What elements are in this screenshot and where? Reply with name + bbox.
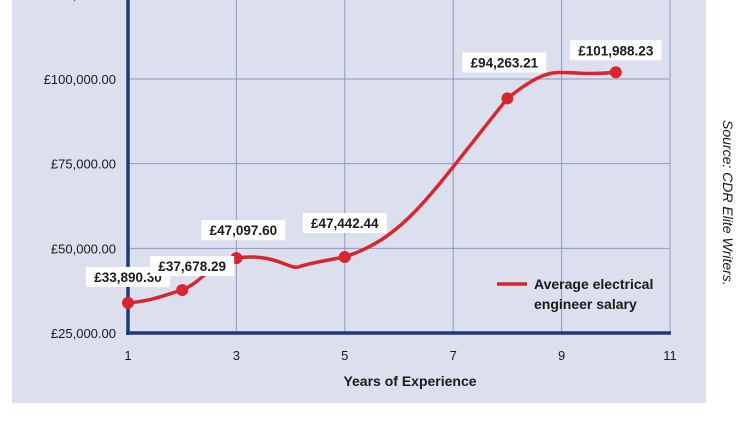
- y-tick-label: £50,000.00: [51, 241, 116, 256]
- data-point-marker: [501, 92, 514, 105]
- x-tick-label: 7: [450, 348, 457, 363]
- data-label: £47,442.44: [302, 212, 387, 233]
- data-label-text: £94,263.21: [471, 55, 539, 70]
- data-point-marker: [609, 66, 622, 79]
- data-point-marker: [176, 284, 189, 297]
- gridlines: [128, 0, 671, 333]
- data-label: £47,097.60: [201, 220, 286, 241]
- data-label-box: [462, 52, 547, 73]
- data-label-text: £33,890.30: [94, 270, 162, 285]
- source-note: Source: CDR Elite Writers.: [720, 120, 736, 286]
- legend: Average electrical engineer salary: [497, 276, 653, 312]
- x-tick-label: 11: [663, 348, 677, 363]
- y-tick-label: £25,000.00: [51, 326, 116, 341]
- salary-series-line: [126, 70, 618, 305]
- data-label: £33,890.30: [86, 266, 170, 287]
- x-tick-label: 9: [558, 348, 565, 363]
- x-tick-label: 3: [233, 348, 240, 363]
- data-label-box: [150, 256, 235, 277]
- legend-label-line-2: engineer salary: [534, 296, 637, 312]
- data-label-text: £47,097.60: [210, 223, 278, 238]
- x-axis-title: Years of Experience: [343, 373, 476, 389]
- data-point-marker: [122, 296, 134, 309]
- data-label-text: £37,678.29: [158, 259, 226, 274]
- y-tick-label: £100,000.00: [44, 72, 116, 87]
- y-tick-label: £75,000.00: [51, 157, 116, 172]
- data-label-box: [86, 266, 170, 287]
- data-label: £101,988.23: [570, 40, 662, 61]
- x-tick-label: 1: [124, 348, 131, 363]
- data-point-marker: [338, 250, 351, 263]
- data-label-box: [570, 40, 662, 61]
- data-label-text: £47,442.44: [311, 216, 379, 231]
- data-label: £37,678.29: [150, 256, 235, 277]
- data-label: £94,263.21: [462, 52, 547, 73]
- data-label-box: [302, 212, 387, 233]
- data-label-text: £101,988.23: [578, 43, 654, 58]
- data-labels: £33,890.30£37,678.29 £47,097.60 £47,442.44…: [86, 40, 662, 287]
- tick-labels: £25,000.00 £50,000.00 £75,000.00 £100,000.0…: [44, 0, 677, 363]
- data-label-box: [201, 220, 286, 241]
- legend-label-line-1: Average electrical: [534, 276, 653, 292]
- y-tick-label: £125,000.00: [44, 0, 116, 2]
- x-tick-label: 5: [341, 348, 348, 363]
